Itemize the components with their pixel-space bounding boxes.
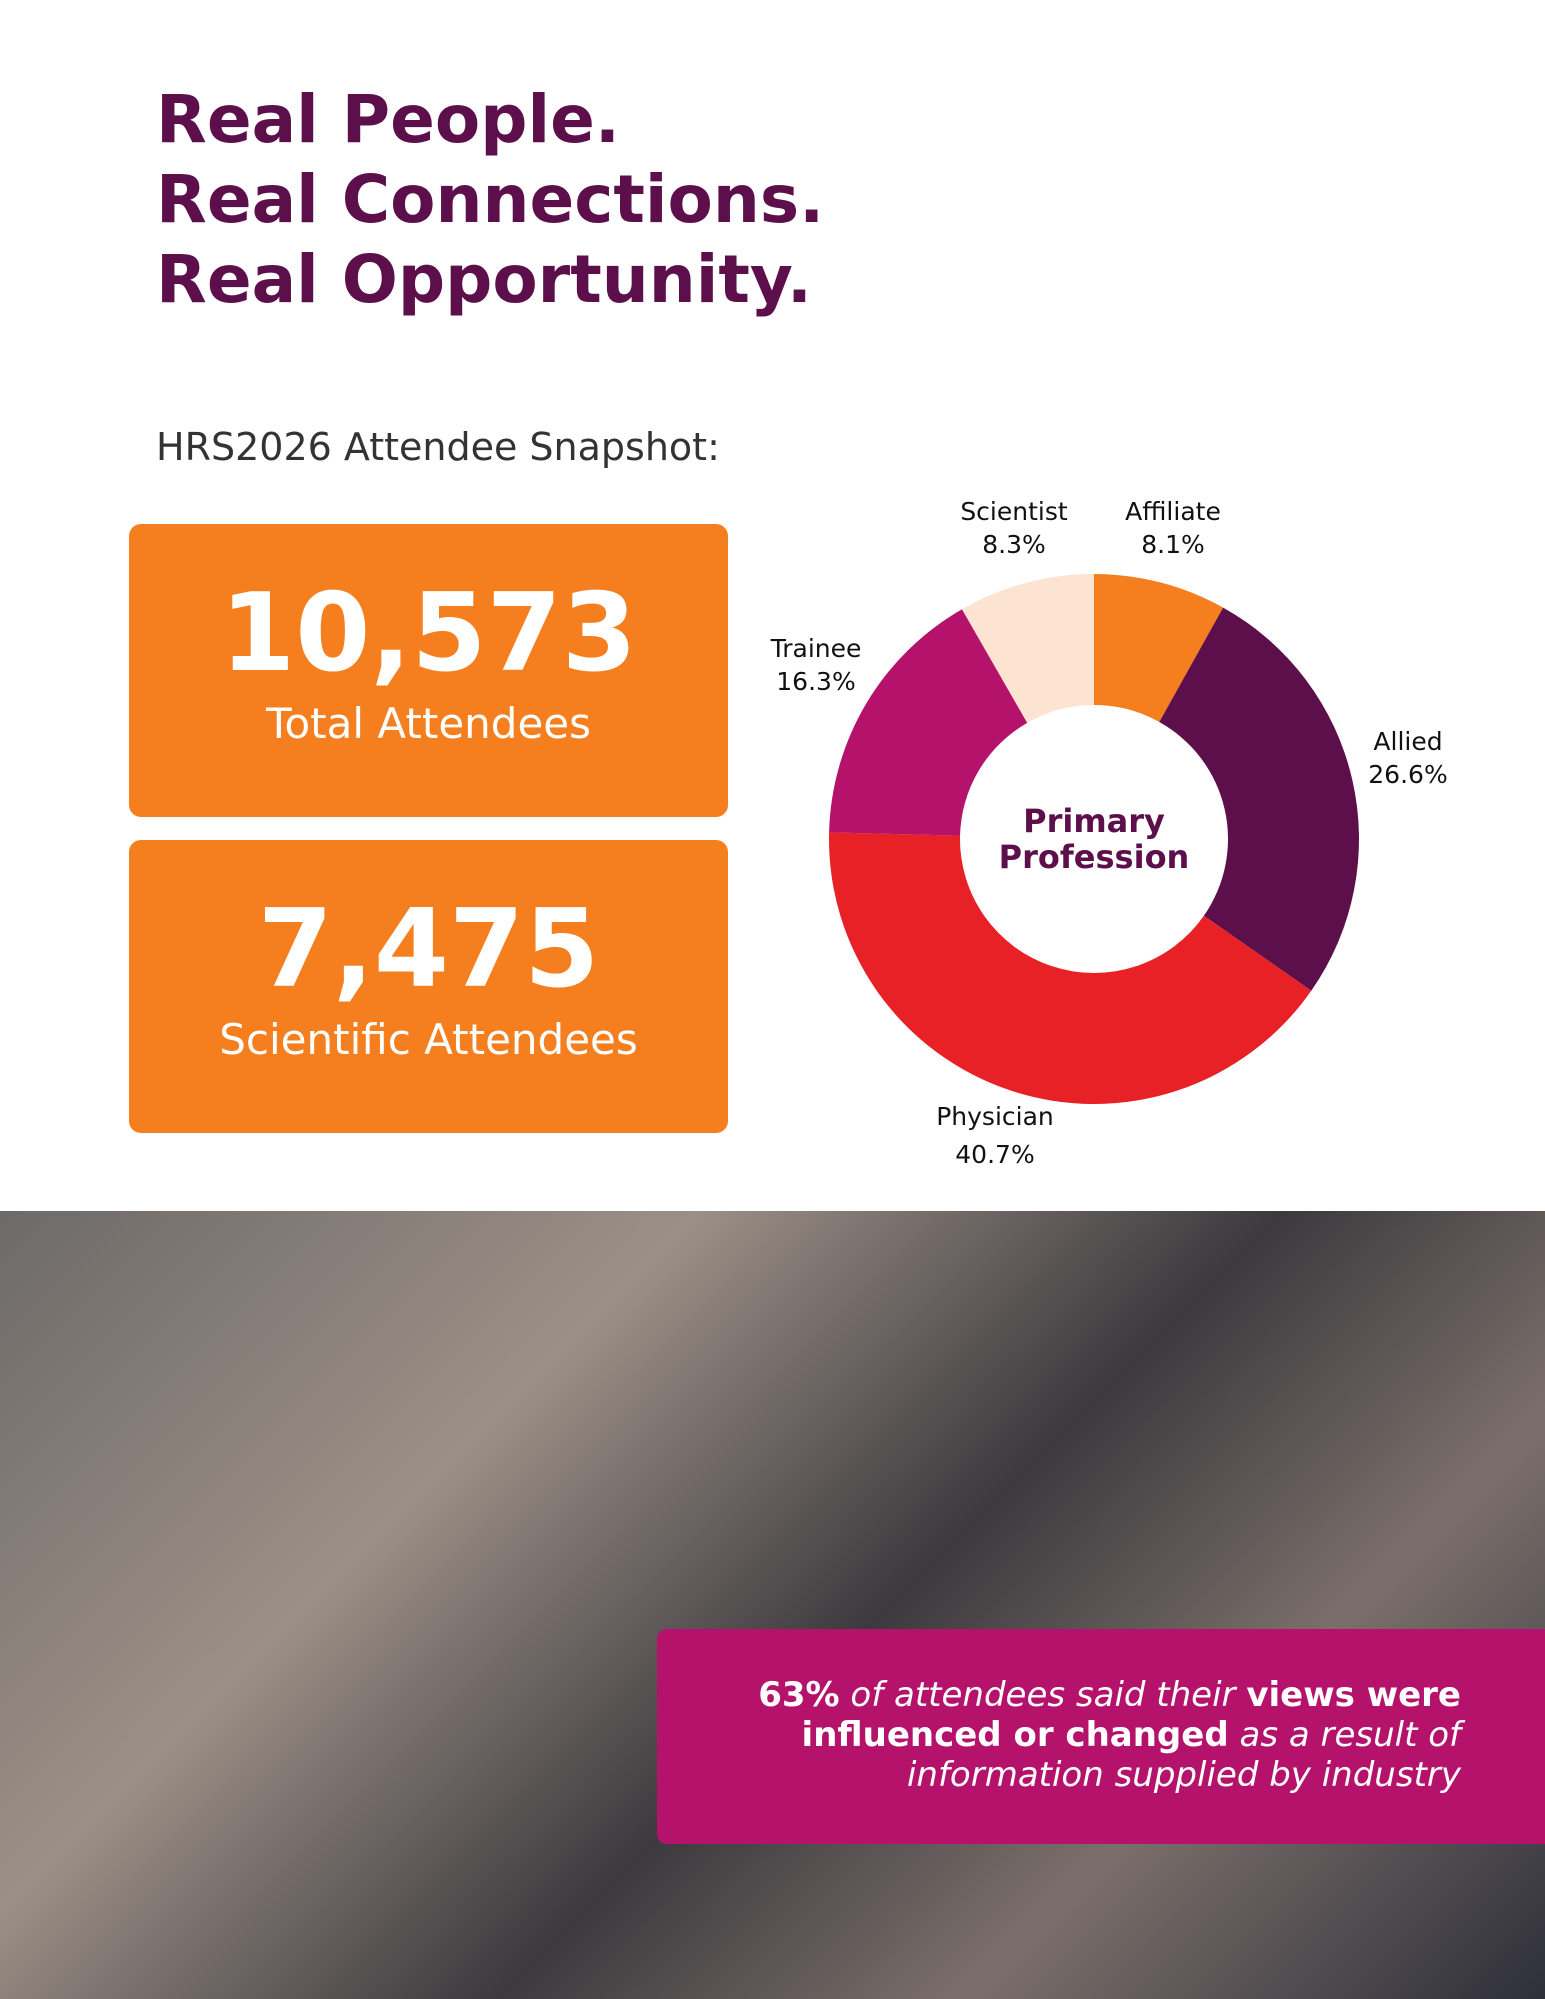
donut-segment [1159, 607, 1359, 991]
stat-box: 7,475 Scientific Attendees [129, 840, 728, 1133]
subtitle: HRS2026 Attendee Snapshot: [156, 425, 720, 469]
callout: 63% of attendees said their views were i… [657, 1629, 1545, 1844]
title-line: Real Opportunity. [156, 241, 812, 318]
stat-number: 10,573 [220, 571, 637, 696]
callout-text: views were influenced or changed [801, 1675, 1461, 1755]
donut-segment [1094, 574, 1224, 722]
donut-segment [961, 574, 1094, 723]
segment-label: Physician [936, 1102, 1054, 1131]
segment-value: 8.1% [1141, 530, 1205, 559]
segment-value: 8.3% [982, 530, 1046, 559]
title-line: Real People. [156, 81, 620, 158]
segment-label: Trainee [770, 634, 862, 663]
donut-segment [829, 832, 1312, 1104]
title: Real People. Real Connections. Real Oppo… [156, 80, 824, 320]
callout-text: of attendees said their [839, 1675, 1247, 1715]
segment-value: 26.6% [1368, 760, 1447, 789]
callout-text: 63% [758, 1675, 840, 1715]
donut-segment [829, 609, 1028, 836]
segment-label: Allied [1373, 727, 1442, 756]
donut-chart: Affiliate 8.1% Allied 26.6% Physician 40.7% Tr… [770, 497, 1448, 1169]
stat-box: 10,573 Total Attendees [129, 524, 728, 817]
segment-label: Scientist [960, 497, 1068, 526]
stat-label: Total Attendees [265, 699, 592, 748]
segment-label: Affiliate [1125, 497, 1221, 526]
photo [0, 1211, 1545, 1999]
center-label: Primary [1023, 802, 1165, 840]
stat-number: 7,475 [257, 887, 600, 1012]
callout-text: as a result of information supplied by i… [906, 1715, 1461, 1795]
segment-value: 40.7% [955, 1140, 1034, 1169]
segment-value: 16.3% [776, 667, 855, 696]
center-label: Profession [999, 838, 1190, 876]
title-line: Real Connections. [156, 161, 825, 238]
stat-label: Scientific Attendees [219, 1015, 638, 1064]
